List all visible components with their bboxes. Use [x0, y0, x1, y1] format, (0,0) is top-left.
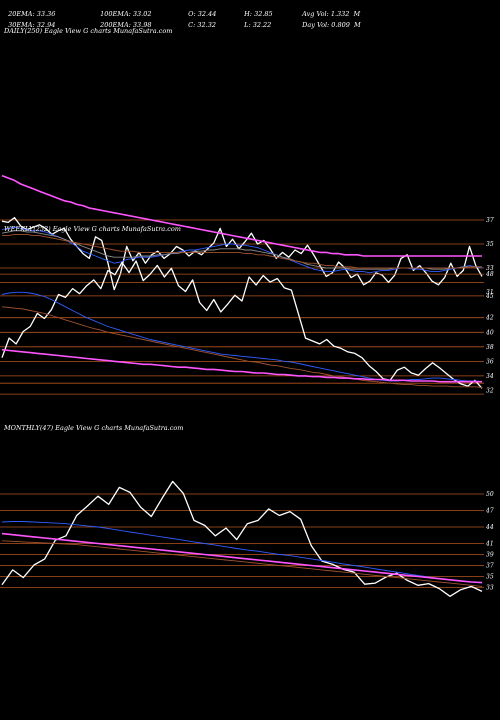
monthly-tick-label: 35	[486, 574, 494, 581]
weekly-tick-label: 38	[486, 344, 494, 351]
monthly-tick-label: 41	[485, 541, 494, 548]
monthly-panel: 50 47 44 41 39 37 35 33 MONTHLY(47) Eagle View G…	[0, 424, 494, 597]
daily-tick-label: 35	[486, 241, 494, 248]
daily-ema-long-line	[2, 233, 482, 269]
weekly-ema-short-line	[1, 291, 483, 383]
daily-tick-label: 31	[486, 289, 494, 296]
monthly-ema-long-line	[1, 540, 483, 587]
weekly-tick-label: 34	[486, 373, 494, 380]
weekly-tick-label: 42	[485, 315, 494, 322]
low-value: L: 32.22	[244, 21, 272, 29]
weekly-tick-label: 40	[485, 329, 494, 336]
monthly-tick-label: 37	[486, 563, 494, 570]
ema30-value: 30EMA: 32.94	[8, 21, 56, 29]
day-vol-value: Day Vol: 0.809 M	[302, 21, 361, 29]
monthly-tick-label: 50	[486, 491, 494, 498]
close-value: C: 32.32	[188, 21, 216, 29]
weekly-title: WEEKLY(252) Eagle View G charts MunafaSu…	[4, 225, 181, 233]
daily-ema-200-line	[1, 174, 482, 257]
weekly-tick-label: 48	[485, 271, 494, 278]
monthly-tick-label: 39	[486, 552, 494, 559]
avg-vol-value: Avg Vol: 1.332 M	[302, 10, 361, 18]
monthly-ema-200-line	[1, 532, 483, 584]
daily-title: DAILY(250) Eagle View G charts MunafaSut…	[3, 27, 172, 35]
daily-panel: 37 35 33 31 DAILY(250) Eagle View G charts M…	[0, 27, 494, 296]
monthly-tick-label: 44	[485, 524, 494, 531]
weekly-ema-long-line	[1, 306, 483, 388]
open-value: O: 32.44	[188, 10, 217, 18]
weekly-tick-label: 32	[486, 388, 494, 395]
ema200-value: 200EMA: 33.98	[100, 21, 152, 29]
weekly-tick-label: 45	[485, 293, 494, 300]
daily-ema-short-line	[1, 226, 483, 274]
monthly-ema-short-line	[1, 521, 483, 584]
ema20-value: 20EMA: 33.36	[8, 10, 56, 18]
monthly-title: MONTHLY(47) Eagle View G charts MunafaSu…	[3, 424, 183, 432]
weekly-ema-200-line	[1, 348, 482, 383]
weekly-tick-label: 36	[486, 358, 494, 365]
weekly-price-line	[1, 260, 483, 389]
weekly-panel: 48 45 42 40 38 36 34 32 WEEKLY(252) Eagle View G…	[0, 225, 494, 395]
monthly-tick-label: 33	[486, 585, 494, 592]
high-value: H: 32.85	[244, 10, 273, 18]
daily-tick-label: 37	[486, 217, 494, 224]
header-row-2: 30EMA: 32.94 200EMA: 33.98 C: 32.32 L: 32.2…	[4, 13, 361, 29]
monthly-tick-label: 47	[485, 508, 494, 515]
daily-tick-label: 33	[486, 265, 494, 272]
monthly-price-line	[1, 480, 483, 597]
ema100-value: 100EMA: 33.02	[100, 10, 152, 18]
header-row-1: 20EMA: 33.36 100EMA: 33.02 O: 32.44 H: 32.8…	[4, 2, 360, 18]
